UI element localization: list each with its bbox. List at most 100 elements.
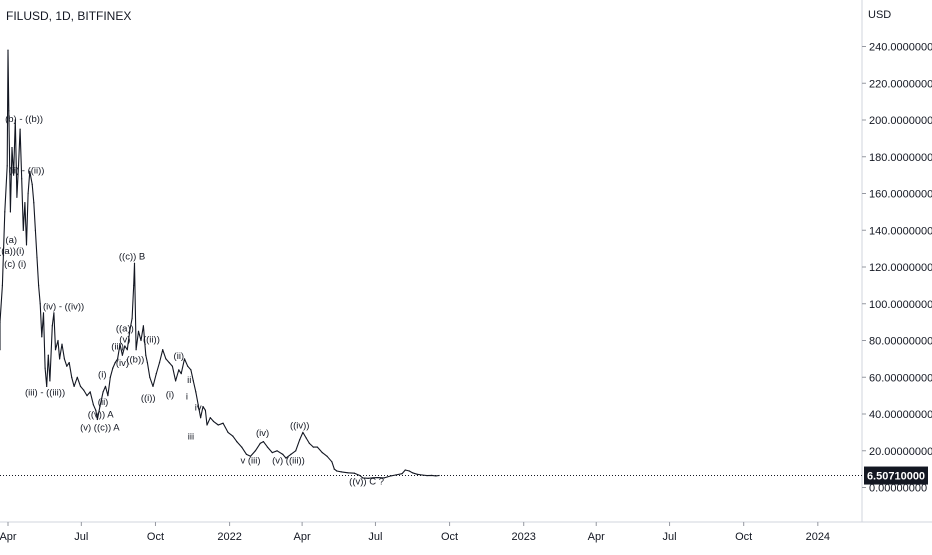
time-tick-label: Jul [368,531,382,543]
price-point [29,170,31,172]
price-point [316,446,318,448]
wave-label: (ii) - ((ii)) [9,165,45,176]
wave-label: ((iv)) [290,421,310,432]
time-tick-label: 2022 [217,531,241,543]
price-series [0,49,440,479]
last-price-marker: 6.50710000 [0,466,928,485]
price-point [117,358,119,360]
wave-label: (c) (i) [4,259,26,270]
price-point [162,349,164,351]
price-point [31,183,33,185]
price-point [341,471,343,473]
wave-label: i [186,391,188,402]
wave-label: (iv) - ((iv)) [43,301,84,312]
price-point [59,358,61,360]
price-point [302,431,304,433]
wave-label: (iv) [256,428,269,439]
price-point [236,441,238,443]
price-point [53,312,55,314]
price-tick-label: 240.00000000 [869,42,932,54]
wave-label: ii [187,375,191,386]
price-point [140,339,142,342]
price-point [262,441,264,443]
price-tick-label: 160.00000000 [869,189,932,201]
price-point [131,317,133,319]
price-point [209,417,211,419]
price-point [129,330,131,332]
price-point [353,472,356,474]
price-point [408,470,410,472]
price-point [44,367,46,369]
price-point [133,262,136,264]
last-price-box [864,466,928,485]
price-point [9,211,11,213]
price-point [168,362,170,364]
wave-label: ((i)) [141,393,156,404]
price-point [47,354,49,356]
price-point [79,385,82,387]
price-point [377,477,379,479]
price-point [8,110,10,112]
price-point [331,461,333,463]
price-point [333,468,335,470]
price-point [119,343,121,345]
price-point [155,373,157,375]
wave-label: (b) - ((b)) [5,114,43,125]
price-axis[interactable]: 240.00000000 220.00000000 200.00000000 180.… [862,42,932,495]
price-point [46,385,48,387]
price-point [152,385,154,387]
price-point [96,418,98,421]
price-point [200,417,202,419]
last-price-label: 6.50710000 [867,471,925,483]
price-point [22,229,24,231]
price-point [33,202,35,204]
price-tick-label: 100.00000000 [869,299,932,311]
wave-label: (ii) [174,351,185,362]
price-point [222,422,224,424]
time-tick-label: 2024 [806,531,830,543]
price-point [149,376,151,378]
price-point [259,442,261,444]
price-point [0,321,1,323]
price-point [192,380,194,382]
price-tick-label: 120.00000000 [869,262,932,274]
price-point [305,437,307,439]
wave-label: (iii) [111,342,124,353]
price-point [401,473,403,475]
price-point [197,404,199,406]
price-point [16,196,18,198]
wave-label: ((b)) [126,355,144,366]
price-point [137,330,140,332]
price-point [308,442,310,444]
price-point [104,385,107,387]
price-tick-label: 60.00000000 [869,372,932,384]
price-point [271,452,273,454]
price-point [19,128,21,130]
price-point [217,424,219,426]
price-point [241,446,243,448]
price-point [124,345,126,347]
time-tick-label: Jul [663,531,677,543]
price-tick-label: 80.00000000 [869,336,932,348]
time-axis[interactable]: Apr Jul Oct 2022 Apr Jul Oct 2023 Apr Jul Oct 2024 [0,522,830,543]
price-point [14,119,16,121]
price-point [63,358,65,360]
price-point [158,362,161,364]
price-point [187,365,189,367]
price-point [206,424,208,426]
price-point [266,446,269,448]
price-point [42,312,45,314]
price-point [299,439,301,441]
wave-label: iv [195,402,202,413]
wave-label: (iii) - ((iii)) [25,388,65,399]
price-point [49,380,51,382]
price-tick-label: 140.00000000 [869,225,932,237]
wave-label: (i) [166,389,174,400]
price-point [142,325,144,327]
price-point [336,470,338,472]
price-point [295,450,297,452]
price-point [112,367,114,369]
price-tick-label: 20.00000000 [869,446,932,458]
